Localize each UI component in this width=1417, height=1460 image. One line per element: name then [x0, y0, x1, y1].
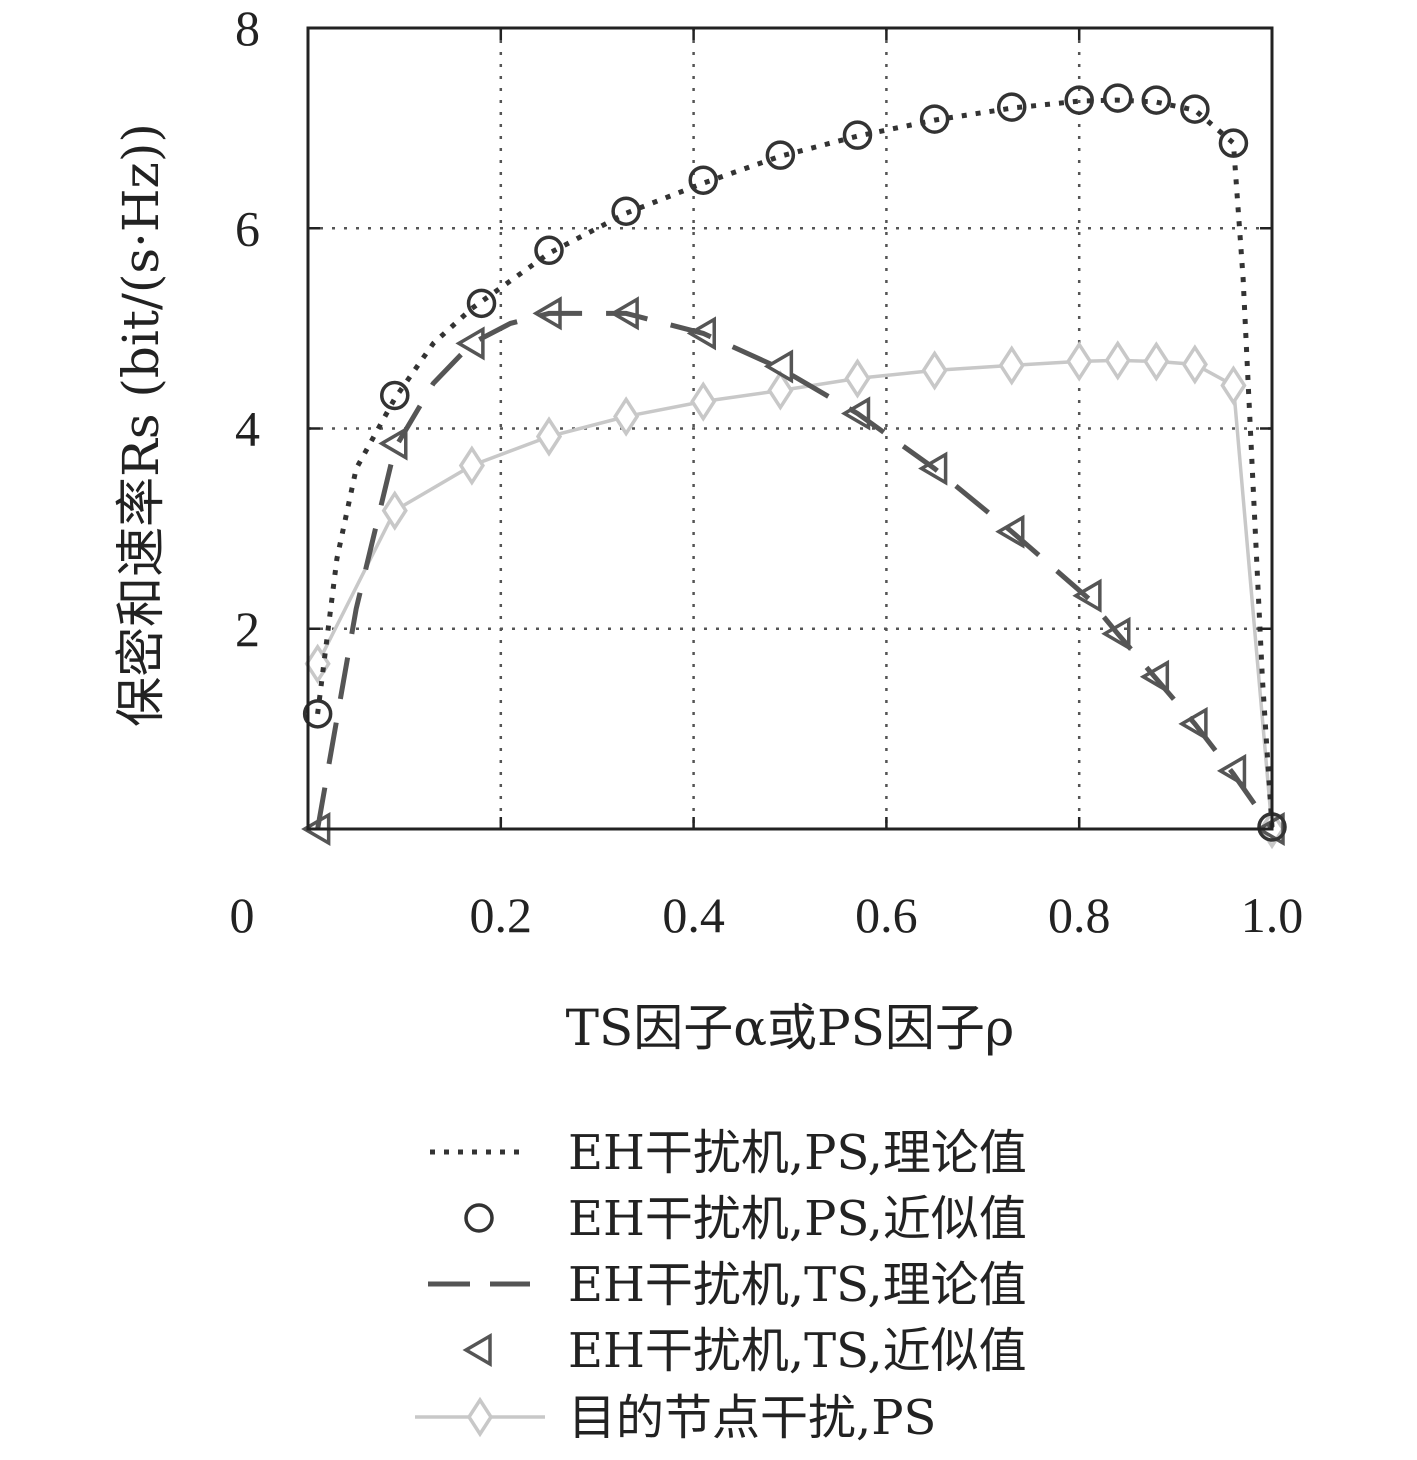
data-point — [1072, 578, 1102, 613]
data-point — [1141, 85, 1172, 115]
data-point — [380, 380, 410, 411]
data-point — [842, 120, 873, 150]
data-point — [613, 396, 640, 437]
data-point — [1139, 659, 1170, 694]
data-point — [1218, 128, 1249, 158]
data-point — [1216, 753, 1247, 788]
series-2 — [315, 310, 1275, 831]
series-line — [315, 310, 1275, 831]
y-tick-label: 2 — [235, 601, 260, 657]
data-point — [918, 451, 948, 486]
y-tick-label: 4 — [235, 401, 260, 457]
data-point — [455, 326, 485, 361]
series-4 — [304, 340, 1286, 850]
data-point — [919, 104, 950, 134]
legend-label: EH干扰机,TS,理论值 — [568, 1257, 1027, 1313]
legend: EH干扰机,PS,理论值 EH干扰机,PS,近似值 EH干扰机,TS,理论值 EH干扰… — [415, 1125, 1027, 1446]
x-tick-label: 0 — [230, 887, 255, 943]
data-point — [1064, 85, 1094, 115]
series-layer — [301, 83, 1287, 850]
data-point — [1104, 340, 1131, 381]
grid — [308, 28, 1272, 829]
data-point — [921, 350, 948, 391]
legend-label: EH干扰机,PS,理论值 — [568, 1125, 1027, 1181]
x-tick-label: 0.6 — [855, 887, 918, 943]
data-point — [1066, 341, 1093, 382]
data-point — [995, 514, 1025, 549]
data-point — [688, 165, 718, 195]
data-point — [458, 445, 485, 486]
data-point — [1101, 616, 1131, 651]
series-3 — [301, 296, 1285, 847]
data-point — [1220, 365, 1247, 406]
data-point — [767, 370, 794, 411]
legend-item: EH干扰机,PS,理论值 — [430, 1125, 1027, 1181]
x-tick-label: 0.4 — [662, 887, 725, 943]
data-point — [466, 288, 497, 319]
legend-item: EH干扰机,TS,理论值 — [428, 1257, 1027, 1313]
data-point — [686, 316, 716, 351]
legend-item: EH干扰机,PS,近似值 — [464, 1191, 1027, 1247]
data-point — [844, 358, 871, 399]
data-point — [1180, 94, 1210, 124]
data-point — [381, 490, 408, 531]
x-tick-label: 0.8 — [1048, 887, 1111, 943]
axis-ticks: 0 0.2 0.4 0.6 0.8 1.0 2 4 6 8 — [230, 0, 1304, 943]
data-point — [1178, 706, 1208, 741]
legend-swatch — [464, 1203, 494, 1233]
data-point — [302, 699, 333, 729]
data-point — [1103, 83, 1133, 113]
data-point — [1181, 344, 1208, 385]
series-line — [316, 358, 1274, 830]
legend-item: EH干扰机,TS,近似值 — [462, 1323, 1027, 1379]
data-point — [765, 140, 796, 170]
series-1 — [302, 83, 1287, 842]
data-point — [535, 416, 563, 457]
data-point — [763, 349, 794, 384]
data-point — [611, 196, 641, 226]
legend-swatch — [466, 1396, 494, 1438]
legend-item: 目的节点干扰,PS — [415, 1390, 936, 1446]
legend-label: 目的节点干扰,PS — [568, 1390, 936, 1446]
data-point — [998, 345, 1025, 386]
series-0 — [315, 97, 1275, 828]
data-point — [609, 296, 639, 331]
data-point — [534, 235, 564, 266]
x-axis-label: TS因子α或PS因子ρ — [566, 999, 1015, 1057]
series-line — [315, 97, 1275, 828]
data-point — [996, 92, 1027, 122]
data-point — [1143, 341, 1170, 382]
data-point — [841, 396, 871, 431]
data-point — [532, 296, 562, 331]
y-axis-label: 保密和速率Rs (bit/(s·Hz)) — [112, 123, 170, 727]
x-tick-label: 0.2 — [470, 887, 533, 943]
legend-label: EH干扰机,PS,近似值 — [568, 1191, 1027, 1247]
legend-label: EH干扰机,TS,近似值 — [568, 1323, 1027, 1379]
y-tick-label: 6 — [235, 200, 260, 256]
data-point — [378, 426, 408, 461]
x-tick-label: 1.0 — [1241, 887, 1304, 943]
data-point — [690, 381, 717, 422]
legend-swatch — [462, 1332, 492, 1368]
y-tick-label: 8 — [235, 0, 260, 56]
